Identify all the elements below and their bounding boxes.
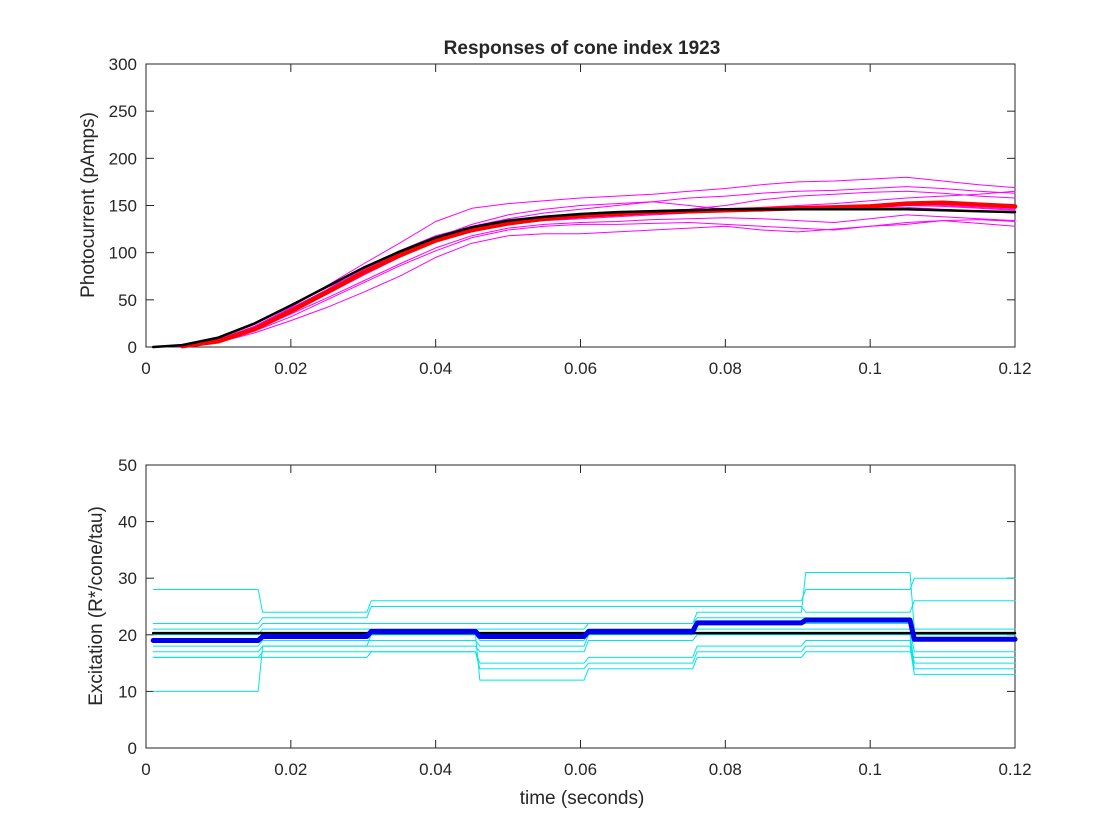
series-line-10 (179, 200, 1018, 349)
x-tick-label: 0.06 (564, 760, 597, 779)
y-tick-label: 50 (118, 456, 137, 475)
y-tick-label: 150 (109, 197, 137, 216)
x-tick-label: 0 (141, 359, 150, 378)
y-tick-label: 300 (109, 55, 137, 74)
x-axis-label: time (seconds) (520, 788, 645, 809)
y-tick-label: 200 (109, 149, 137, 168)
x-tick-label: 0.12 (998, 760, 1031, 779)
y-axis-label: Photocurrent (pAmps) (78, 112, 99, 298)
y-axis-label: Excitation (R*/cone/tau) (86, 506, 107, 706)
series-line-11 (151, 208, 1017, 349)
y-tick-label: 250 (109, 102, 137, 121)
y-tick-label: 100 (109, 244, 137, 263)
series-line-0 (152, 176, 1016, 348)
excitation-panel: Excitation (R*/cone/tau) time (seconds) … (86, 456, 1032, 809)
x-tick-label: 0.04 (419, 760, 452, 779)
excitation-plot-area: 0 0.02 0.04 0.06 0.08 0.1 0.12 0 10 20 30 40 50 (118, 456, 1031, 779)
series-line-1 (152, 600, 1016, 624)
x-tick-label: 0.1 (858, 760, 882, 779)
series-line-8 (152, 645, 1016, 675)
x-tick-label: 0 (141, 760, 150, 779)
series-line-7 (152, 640, 1016, 670)
y-tick-label: 10 (118, 682, 137, 701)
series-line-9 (152, 634, 1016, 692)
series-line-2 (152, 572, 1016, 630)
series-line-3 (152, 214, 1016, 348)
x-tick-label: 0.1 (858, 359, 882, 378)
chart-title: Responses of cone index 1923 (444, 38, 721, 59)
photocurrent-panel: Responses of cone index 1923 Photocurren… (78, 38, 1032, 378)
y-tick-label: 20 (118, 626, 137, 645)
series-line-5 (152, 628, 1016, 653)
series-line-11 (150, 617, 1018, 643)
x-tick-label: 0.04 (419, 359, 452, 378)
x-tick-label: 0.02 (274, 359, 307, 378)
x-tick-label: 0.02 (274, 760, 307, 779)
x-tick-label: 0.08 (709, 359, 742, 378)
y-tick-label: 0 (128, 338, 137, 357)
series-line-0 (152, 577, 1016, 613)
y-tick-label: 40 (118, 513, 137, 532)
photocurrent-plot-area: 0 0.02 0.04 0.06 0.08 0.1 0.12 0 50 100 150 200 250 3… (109, 55, 1032, 378)
x-tick-label: 0.12 (998, 359, 1031, 378)
x-tick-label: 0.08 (709, 760, 742, 779)
series-line-6 (152, 219, 1016, 348)
y-tick-label: 50 (118, 291, 137, 310)
x-tick-label: 0.06 (564, 359, 597, 378)
y-tick-label: 30 (118, 569, 137, 588)
y-tick-label: 0 (128, 739, 137, 758)
